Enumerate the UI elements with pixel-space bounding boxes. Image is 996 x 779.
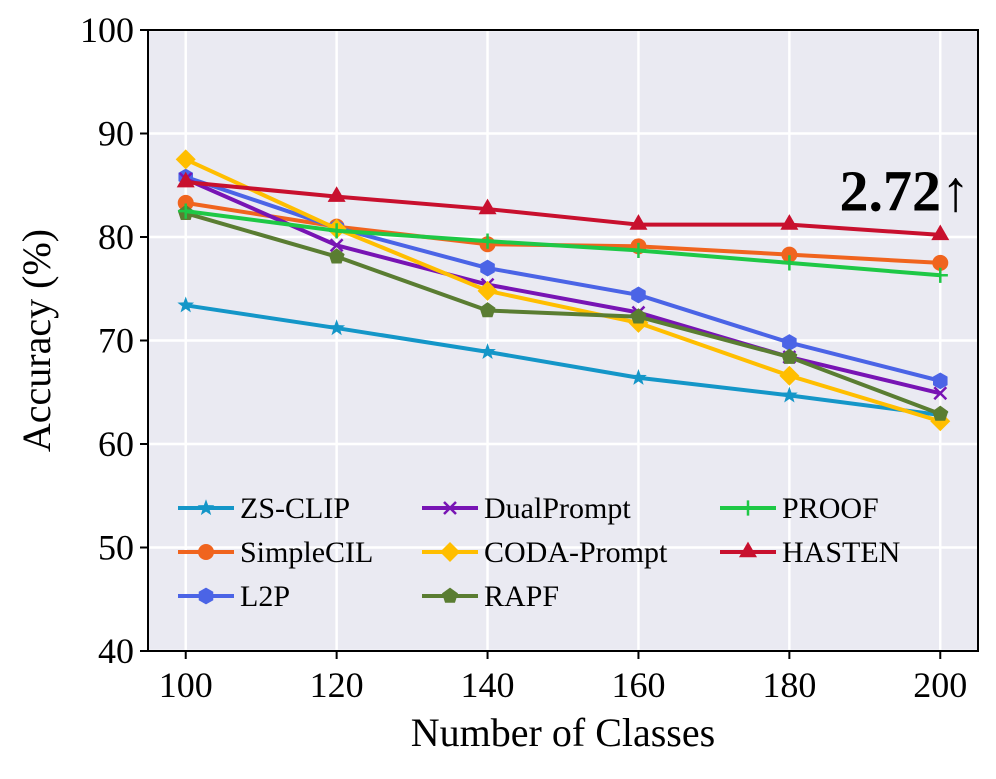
legend-label: HASTEN bbox=[782, 536, 900, 569]
x-tick-label: 100 bbox=[159, 665, 213, 705]
y-tick-label: 80 bbox=[98, 217, 134, 257]
data-point-zs-clip bbox=[177, 296, 195, 313]
series-proof bbox=[178, 203, 948, 283]
data-point-proof bbox=[329, 223, 345, 239]
legend-item-l2p: L2P bbox=[178, 580, 290, 613]
data-point-hasten bbox=[629, 214, 648, 230]
series-line-hasten bbox=[185, 180, 941, 237]
legend-label: DualPrompt bbox=[484, 492, 631, 525]
data-point-hasten bbox=[478, 198, 497, 215]
data-point-rapf bbox=[781, 348, 798, 364]
data-point-l2p bbox=[782, 334, 797, 351]
axis-ticks: 100 120 140 160 180 200 40 50 60 70 80 90 100 bbox=[80, 10, 967, 705]
series-line-proof bbox=[185, 209, 941, 278]
legend-item-zs-clip: ZS-CLIP bbox=[178, 492, 350, 525]
y-tick-label: 40 bbox=[98, 631, 134, 671]
data-point-coda-prompt bbox=[779, 365, 800, 386]
legend-marker bbox=[440, 542, 460, 562]
data-point-proof bbox=[781, 255, 797, 271]
series-layer bbox=[175, 149, 951, 432]
series-rapf bbox=[177, 204, 949, 421]
legend-marker bbox=[442, 587, 458, 603]
data-point-simplecil bbox=[932, 254, 949, 271]
data-point-dualprompt bbox=[933, 386, 948, 401]
series-line-rapf bbox=[185, 211, 941, 416]
data-point-rapf bbox=[328, 248, 345, 264]
legend-item-simplecil: SimpleCIL bbox=[178, 536, 373, 569]
data-point-proof bbox=[178, 203, 194, 219]
legend-label: CODA-Prompt bbox=[484, 536, 668, 569]
legend-item-proof: PROOF bbox=[720, 492, 879, 525]
legend-item-coda-prompt: CODA-Prompt bbox=[422, 536, 668, 569]
y-tick-label: 50 bbox=[98, 528, 134, 568]
legend-label: PROOF bbox=[782, 492, 879, 525]
series-hasten bbox=[176, 171, 950, 241]
legend-item-hasten: HASTEN bbox=[720, 536, 900, 569]
x-tick-label: 200 bbox=[913, 665, 967, 705]
legend-marker bbox=[198, 544, 214, 560]
grid-lines bbox=[148, 28, 978, 653]
data-point-simplecil bbox=[177, 194, 194, 211]
data-point-l2p bbox=[933, 372, 948, 390]
legend-marker bbox=[738, 541, 758, 558]
x-tick-label: 140 bbox=[461, 665, 515, 705]
data-point-proof bbox=[932, 267, 948, 283]
series-line-zs-clip bbox=[185, 303, 941, 418]
x-tick-label: 120 bbox=[310, 665, 364, 705]
data-point-hasten bbox=[176, 171, 195, 188]
data-point-simplecil bbox=[781, 246, 798, 263]
data-point-l2p bbox=[480, 259, 495, 277]
data-point-zs-clip bbox=[479, 343, 496, 359]
data-point-proof bbox=[630, 242, 647, 259]
legend-marker bbox=[198, 587, 214, 605]
data-point-proof bbox=[479, 233, 496, 249]
data-point-l2p bbox=[631, 286, 646, 304]
y-tick-label: 100 bbox=[80, 10, 134, 50]
y-tick-label: 60 bbox=[98, 424, 134, 464]
data-point-coda-prompt bbox=[477, 280, 498, 301]
x-tick-label: 180 bbox=[762, 665, 816, 705]
y-axis-title: Accuracy (%) bbox=[14, 229, 59, 452]
legend-marker bbox=[740, 500, 756, 516]
legend-label: SimpleCIL bbox=[240, 536, 373, 569]
data-point-zs-clip bbox=[780, 386, 798, 403]
legend-label: ZS-CLIP bbox=[240, 492, 350, 525]
data-point-rapf bbox=[630, 308, 647, 324]
data-point-zs-clip bbox=[630, 368, 647, 385]
x-tick-label: 160 bbox=[611, 665, 665, 705]
data-point-hasten bbox=[780, 214, 799, 230]
data-point-rapf bbox=[479, 302, 496, 318]
data-point-zs-clip bbox=[328, 319, 346, 336]
legend-label: L2P bbox=[240, 580, 290, 613]
series-line-coda-prompt bbox=[184, 157, 941, 424]
data-point-rapf bbox=[932, 405, 949, 421]
series-line-dualprompt bbox=[184, 177, 941, 396]
legend-marker bbox=[443, 501, 457, 515]
legend-label: RAPF bbox=[484, 580, 559, 613]
legend-marker bbox=[197, 499, 215, 516]
improvement-annotation: 2.72↑ bbox=[840, 158, 971, 223]
y-tick-label: 90 bbox=[98, 114, 134, 154]
y-tick-label: 70 bbox=[98, 321, 134, 361]
data-point-hasten bbox=[327, 186, 346, 202]
legend-item-rapf: RAPF bbox=[422, 580, 559, 613]
data-point-hasten bbox=[931, 224, 950, 241]
data-point-dualprompt bbox=[329, 238, 344, 253]
legend-item-dualprompt: DualPrompt bbox=[422, 492, 631, 525]
x-axis-title: Number of Classes bbox=[411, 710, 715, 755]
data-point-coda-prompt bbox=[175, 149, 196, 170]
legend: ZS-CLIP SimpleCIL L2P DualPrompt CODA-Prompt… bbox=[178, 492, 900, 613]
